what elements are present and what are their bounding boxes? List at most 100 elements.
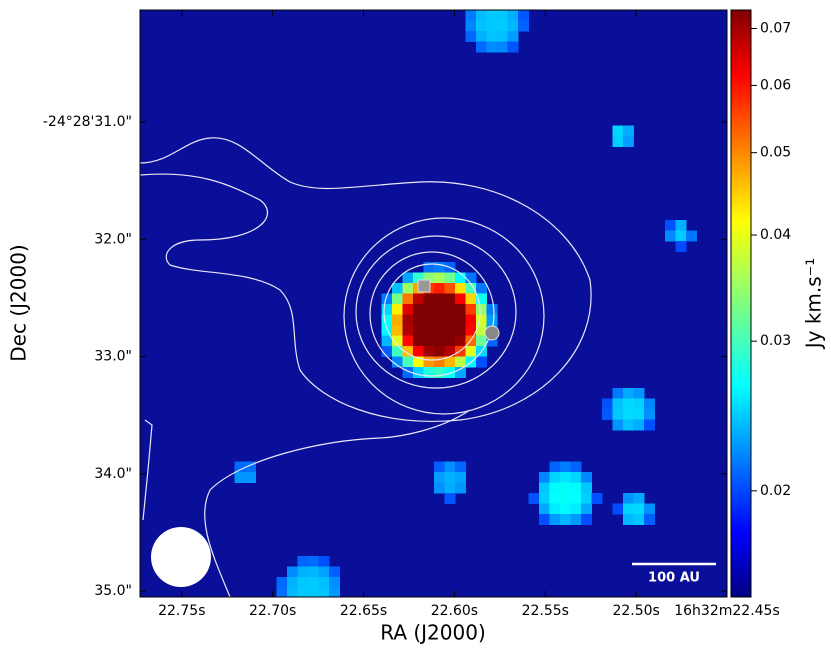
pixel (444, 272, 456, 284)
x-tick-label: 16h32m22.45s (674, 603, 780, 619)
pixel (434, 262, 445, 273)
pixel (549, 514, 561, 525)
pixel (539, 472, 550, 483)
pixel (444, 293, 456, 305)
pixel (633, 419, 645, 431)
pixel (234, 461, 246, 473)
pixel (444, 283, 456, 294)
pixel (329, 566, 340, 578)
pixel (675, 220, 687, 231)
pixel (549, 493, 561, 504)
pixel (549, 503, 561, 515)
pixel (455, 461, 466, 473)
x-axis-label: RA (J2000) (380, 621, 486, 645)
x-tick-label: 22.55s (522, 603, 569, 619)
pixel (392, 283, 403, 294)
pixel (381, 304, 393, 315)
pixel (518, 20, 529, 32)
pixel (444, 367, 456, 378)
pixel (549, 482, 561, 494)
pixel (549, 461, 561, 473)
pixel (465, 10, 477, 21)
pixel (234, 472, 246, 483)
colorbar-tick-label: 0.05 (760, 145, 791, 161)
pixel (381, 346, 393, 357)
x-tick-label: 22.70s (249, 603, 296, 619)
pixel (276, 587, 288, 597)
pixel (381, 314, 393, 326)
pixel (455, 346, 466, 357)
pixel (444, 325, 456, 336)
pixel (444, 335, 456, 347)
pixel (402, 272, 414, 284)
pixel (633, 409, 645, 420)
pixel (308, 566, 319, 578)
pixel (392, 304, 403, 315)
pixel (518, 10, 529, 21)
pixel (623, 136, 634, 147)
pixel (444, 356, 456, 368)
pixel (476, 335, 487, 347)
pixel (570, 461, 582, 473)
pixel (602, 409, 613, 420)
colorbar-tick-label: 0.07 (760, 21, 791, 37)
pixel (686, 230, 697, 242)
pixel (245, 461, 256, 473)
colorbar-tick-label: 0.06 (760, 77, 791, 93)
x-tick-label: 22.60s (431, 603, 478, 619)
pixel (560, 514, 571, 525)
colorbar-tick-label: 0.03 (760, 333, 791, 349)
pixel (402, 346, 414, 357)
pixel (612, 409, 624, 420)
pixel (633, 398, 645, 410)
pixel (392, 314, 403, 326)
scalebar-label: 100 AU (648, 571, 700, 586)
pixel (476, 10, 487, 21)
source-circle (484, 325, 500, 341)
pixel (297, 577, 309, 588)
pixel (455, 356, 466, 368)
pixel (633, 493, 645, 504)
pixel (413, 325, 424, 336)
pixel (434, 461, 445, 473)
pixel (329, 577, 340, 588)
pixel (644, 409, 655, 420)
pixel (455, 314, 466, 326)
pixel (476, 314, 487, 326)
pixel (476, 31, 487, 42)
pixel (423, 262, 435, 273)
pixel (465, 335, 477, 347)
pixel (476, 293, 487, 305)
pixel (612, 419, 624, 431)
pixel (591, 493, 603, 504)
pixel (612, 503, 624, 515)
pixel (444, 304, 456, 315)
pixel (308, 556, 319, 567)
pixel (560, 461, 571, 473)
pixel (402, 293, 414, 305)
pixel (507, 20, 519, 32)
pixel (486, 335, 498, 347)
x-tick-label: 22.65s (340, 603, 387, 619)
pixel (507, 31, 519, 42)
pixel (287, 566, 298, 578)
colorbar (730, 9, 752, 598)
pixel (570, 493, 582, 504)
pixel (539, 503, 550, 515)
pixel (402, 367, 414, 378)
pixel (392, 335, 403, 347)
pixel (455, 293, 466, 305)
pixel (434, 367, 445, 378)
pixel (570, 514, 582, 525)
pixel (623, 398, 634, 410)
pixel (245, 472, 256, 483)
pixel (402, 283, 414, 294)
pixel (539, 514, 550, 525)
y-tick-label: 34.0" (94, 466, 132, 482)
pixel (434, 293, 445, 305)
pixel (287, 587, 298, 597)
pixel (612, 125, 624, 137)
pixel (402, 325, 414, 336)
pixel (497, 10, 508, 21)
pixel (560, 503, 571, 515)
